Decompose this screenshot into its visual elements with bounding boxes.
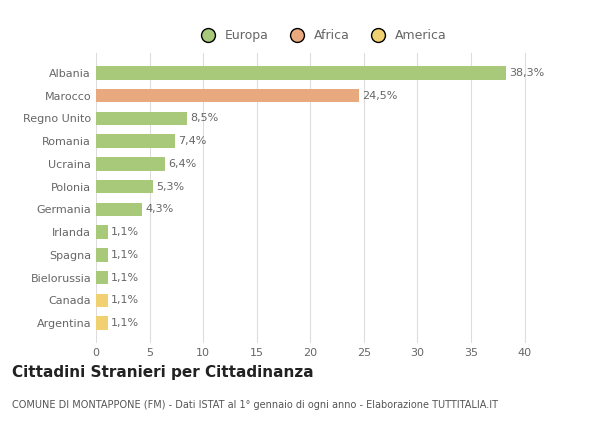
Legend: Europa, Africa, America: Europa, Africa, America [190, 24, 452, 47]
Text: 4,3%: 4,3% [145, 204, 173, 214]
Text: 8,5%: 8,5% [190, 114, 218, 123]
Bar [96, 180, 153, 194]
Text: 1,1%: 1,1% [111, 318, 139, 328]
Text: 1,1%: 1,1% [111, 250, 139, 260]
Text: 38,3%: 38,3% [509, 68, 545, 78]
Text: 1,1%: 1,1% [111, 295, 139, 305]
Text: COMUNE DI MONTAPPONE (FM) - Dati ISTAT al 1° gennaio di ogni anno - Elaborazione: COMUNE DI MONTAPPONE (FM) - Dati ISTAT a… [12, 400, 498, 411]
Bar [96, 66, 506, 80]
Text: 5,3%: 5,3% [156, 182, 184, 192]
Bar [96, 202, 142, 216]
Text: Cittadini Stranieri per Cittadinanza: Cittadini Stranieri per Cittadinanza [12, 365, 314, 380]
Bar [96, 89, 359, 103]
Bar [96, 316, 108, 330]
Bar [96, 111, 187, 125]
Text: 24,5%: 24,5% [362, 91, 397, 101]
Text: 1,1%: 1,1% [111, 273, 139, 282]
Text: 1,1%: 1,1% [111, 227, 139, 237]
Bar [96, 157, 164, 171]
Bar [96, 271, 108, 285]
Bar [96, 225, 108, 239]
Text: 6,4%: 6,4% [168, 159, 196, 169]
Bar [96, 134, 175, 148]
Bar [96, 248, 108, 262]
Bar [96, 293, 108, 307]
Text: 7,4%: 7,4% [179, 136, 207, 146]
